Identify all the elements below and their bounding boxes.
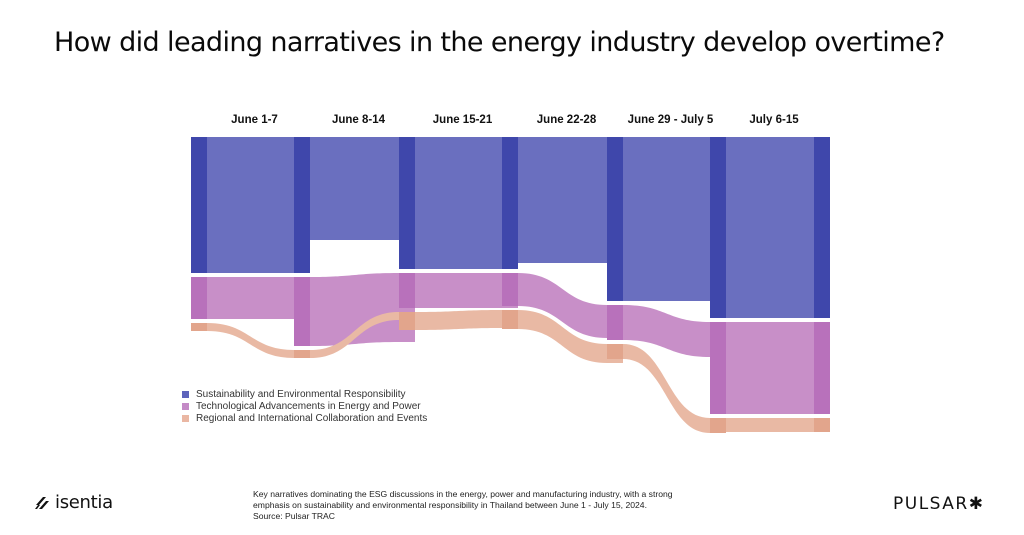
flow-band: [399, 137, 518, 269]
legend-item-collaboration: Regional and International Collaboration…: [182, 412, 427, 424]
flow-band: [607, 137, 726, 301]
node-bar: [191, 323, 207, 331]
legend-swatch-technology: [182, 402, 189, 410]
flow-band: [294, 137, 415, 240]
legend-label: Technological Advancements in Energy and…: [196, 400, 421, 412]
asterisk-icon: ✱: [968, 494, 985, 514]
flow-band: [294, 312, 415, 358]
caption-line-1: Key narratives dominating the ESG discus…: [253, 489, 673, 499]
legend-swatch-sustainability: [182, 390, 189, 398]
node-bar: [710, 137, 726, 318]
node-bar: [814, 418, 830, 432]
isentia-wordmark: isentia: [55, 492, 113, 513]
node-bar: [399, 273, 415, 308]
isentia-logo: isentia: [32, 492, 113, 513]
node-bar: [607, 305, 623, 340]
legend-swatch-collaboration: [182, 414, 189, 422]
caption-line-2: emphasis on sustainability and environme…: [253, 500, 647, 510]
period-label: June 22-28: [536, 114, 597, 126]
period-label: June 8-14: [331, 114, 386, 126]
caption-source: Source: Pulsar TRAC: [253, 511, 335, 521]
node-bar: [191, 137, 207, 273]
node-bar: [710, 322, 726, 414]
period-label: July 6-15: [749, 114, 799, 126]
node-bar: [191, 277, 207, 319]
flow-band: [710, 137, 830, 318]
page-title: How did leading narratives in the energy…: [54, 27, 945, 58]
node-bar: [502, 273, 518, 306]
period-label: June 29 - July 5: [627, 114, 714, 126]
node-bar: [502, 137, 518, 269]
legend-label: Sustainability and Environmental Respons…: [196, 388, 406, 400]
node-bar: [294, 277, 310, 346]
legend-label: Regional and International Collaboration…: [196, 412, 428, 424]
chart-legend: Sustainability and Environmental Respons…: [182, 388, 427, 424]
node-bar: [710, 418, 726, 433]
flow-band: [191, 323, 310, 358]
chart-caption: Key narratives dominating the ESG discus…: [253, 489, 723, 522]
pulsar-logo: PULSAR✱: [893, 494, 984, 514]
node-bar: [502, 310, 518, 329]
node-bar: [399, 312, 415, 330]
period-label: June 1-7: [231, 114, 278, 126]
node-bar: [814, 322, 830, 414]
node-bar: [607, 137, 623, 301]
legend-item-sustainability: Sustainability and Environmental Respons…: [182, 388, 427, 400]
flow-band: [502, 137, 623, 263]
isentia-mark-icon: [35, 496, 49, 509]
flow-band: [607, 344, 726, 433]
flow-band: [294, 273, 415, 346]
flow-band: [399, 273, 518, 308]
pulsar-wordmark: PULSAR: [893, 494, 969, 514]
flow-band: [710, 418, 830, 432]
flow-band: [399, 310, 518, 330]
flow-band: [710, 322, 830, 414]
node-bar: [294, 137, 310, 273]
node-bar: [607, 344, 623, 359]
period-label: June 15-21: [432, 114, 493, 126]
flow-band: [191, 277, 310, 319]
node-bar: [814, 137, 830, 318]
flow-band: [502, 273, 623, 338]
node-bar: [399, 137, 415, 269]
legend-item-technology: Technological Advancements in Energy and…: [182, 400, 427, 412]
flow-band: [607, 305, 726, 357]
node-bar: [294, 350, 310, 358]
flow-band: [191, 137, 310, 273]
flow-band: [502, 310, 623, 363]
